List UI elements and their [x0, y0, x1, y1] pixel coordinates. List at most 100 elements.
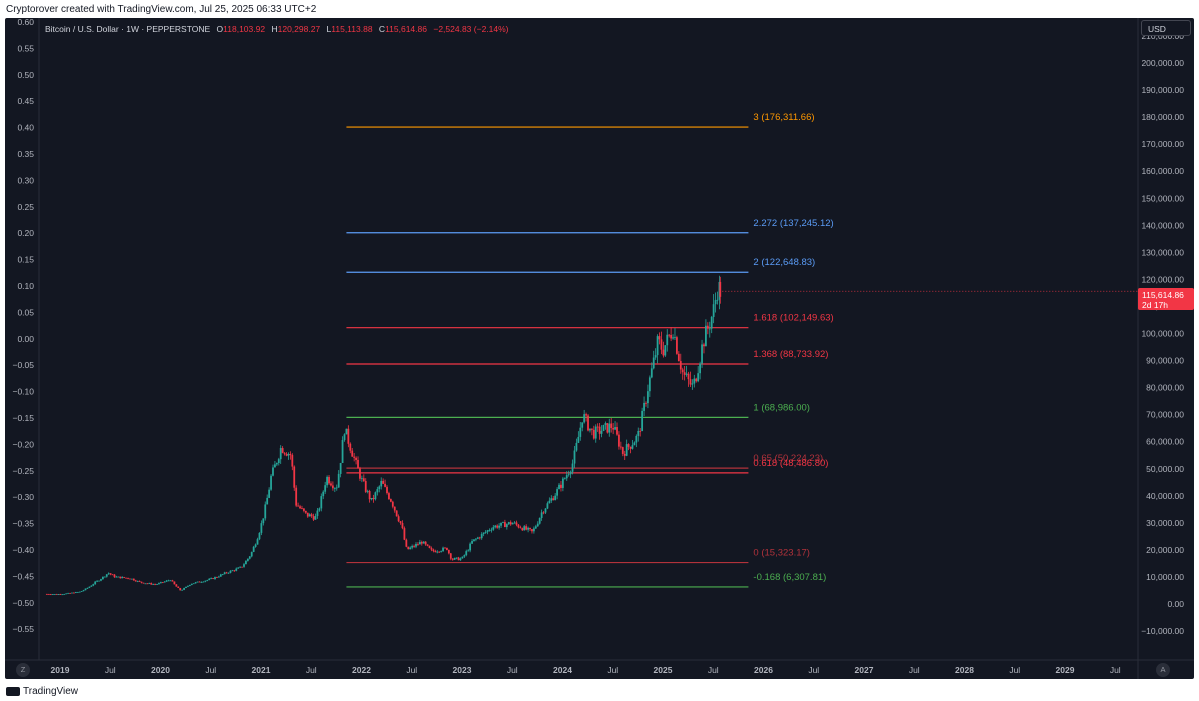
candle-body	[444, 547, 446, 549]
candle-body	[569, 471, 572, 475]
candle-body	[51, 594, 54, 595]
candle-body	[536, 523, 539, 527]
candle-body	[330, 483, 332, 486]
candle-body	[691, 383, 694, 385]
candle-body	[428, 545, 431, 549]
candle-body	[417, 544, 419, 545]
fib-level-label: 0.618 (48,486.80)	[753, 458, 828, 469]
candle-body	[314, 516, 317, 520]
left-axis-tick-label: 0.55	[17, 43, 34, 53]
candle-body	[525, 526, 528, 530]
candle-body	[517, 524, 520, 528]
time-axis-label: 2023	[453, 665, 472, 675]
candle-body	[297, 505, 300, 507]
candle-body	[303, 508, 305, 511]
currency-selector[interactable]: USD	[1141, 20, 1191, 36]
zoom-button[interactable]: Z	[16, 663, 30, 677]
candle-body	[190, 583, 193, 585]
candle-body	[283, 452, 286, 454]
candle-body	[345, 428, 348, 435]
candle-body	[467, 550, 470, 552]
candle-body	[229, 570, 232, 573]
candle-body	[434, 551, 437, 553]
candle-body	[100, 579, 102, 581]
right-axis-tick-label: 120,000.00	[1141, 274, 1184, 284]
candle-body	[148, 583, 151, 584]
candle-body	[337, 473, 340, 488]
candle-body	[668, 334, 671, 336]
left-axis-tick-label: 0.00	[17, 334, 34, 344]
time-axis-label: 2022	[352, 665, 371, 675]
candle-body	[353, 456, 356, 458]
candle-body	[65, 593, 68, 595]
candle-body	[554, 495, 557, 501]
candle-body	[534, 526, 537, 529]
candle-body	[505, 524, 508, 528]
candle-body	[256, 539, 259, 545]
time-axis-label: Jul	[607, 665, 618, 675]
candle-body	[121, 576, 124, 579]
candle-body	[374, 492, 377, 500]
candle-body	[210, 578, 213, 579]
candle-body	[111, 574, 114, 576]
candle-body	[86, 587, 89, 589]
right-axis-tick-label: 0.00	[1167, 599, 1184, 609]
candle-body	[639, 430, 642, 432]
candle-body	[243, 564, 245, 567]
candle-body	[710, 316, 713, 329]
fib-level-label: 3 (176,311.66)	[753, 112, 814, 123]
auto-scale-button[interactable]: A	[1156, 663, 1170, 677]
candle-body	[614, 427, 616, 430]
candle-body	[138, 580, 141, 582]
right-axis-tick-label: −10,000.00	[1141, 626, 1184, 636]
candle-body	[625, 444, 628, 456]
left-axis-tick-label: −0.25	[12, 466, 34, 476]
candle-body	[366, 491, 369, 492]
candle-body	[449, 553, 452, 559]
candle-body	[92, 584, 95, 586]
candle-body	[270, 475, 272, 490]
candle-body	[250, 551, 253, 557]
candle-body	[600, 430, 603, 434]
candle-body	[606, 423, 609, 433]
candle-body	[496, 525, 499, 528]
candle-body	[459, 558, 462, 561]
right-axis-tick-label: 170,000.00	[1141, 139, 1184, 149]
candle-body	[113, 574, 116, 578]
candle-body	[49, 594, 52, 596]
price-chart[interactable]: 0.60 0.55 0.50 0.45 0.40 0.35 0.30 0.25 0.20 0.15…	[5, 18, 1194, 679]
right-axis-tick-label: 150,000.00	[1141, 193, 1184, 203]
time-axis-label: Jul	[507, 665, 518, 675]
candle-body	[246, 558, 249, 561]
candle-body	[67, 592, 70, 594]
candle-body	[206, 579, 209, 581]
candle-body	[714, 300, 717, 305]
candle-body	[488, 530, 491, 531]
time-axis-label: Jul	[909, 665, 920, 675]
right-axis-tick-label: 80,000.00	[1146, 383, 1184, 393]
chart-panel[interactable]: 0.60 0.55 0.50 0.45 0.40 0.35 0.30 0.25 0.20 0.15…	[5, 18, 1194, 679]
candle-body	[583, 414, 586, 423]
candle-body	[359, 468, 361, 479]
candle-body	[422, 541, 425, 544]
candle-body	[391, 501, 394, 507]
candle-body	[676, 337, 678, 354]
candle-body	[341, 440, 344, 463]
candle-body	[403, 528, 406, 540]
header: Cryptorover created with TradingView.com…	[0, 0, 1199, 18]
candle-body	[633, 442, 636, 446]
right-axis-tick-label: 130,000.00	[1141, 247, 1184, 257]
candle-body	[486, 530, 489, 533]
candle-body	[529, 527, 531, 530]
fib-level-label: 1.618 (102,149.63)	[753, 313, 833, 324]
candle-body	[581, 422, 584, 428]
candle-body	[274, 464, 276, 468]
change-value: −2,524.83 (−2.14%)	[433, 24, 509, 34]
candle-body	[648, 377, 651, 392]
candle-body	[310, 514, 313, 517]
candle-body	[631, 445, 634, 449]
candle-body	[216, 577, 218, 578]
candle-body	[165, 580, 168, 582]
bar-countdown: 2d 17h	[1142, 300, 1168, 310]
candle-body	[532, 528, 535, 532]
